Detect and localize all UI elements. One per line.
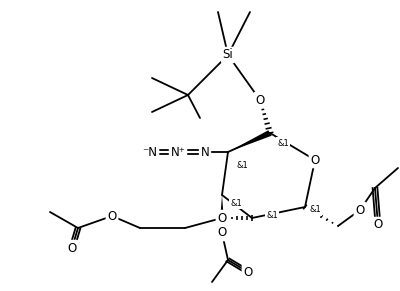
Text: O: O [355,203,365,217]
Text: ⁻N: ⁻N [142,146,158,159]
Text: O: O [310,153,320,166]
Text: N: N [201,146,209,159]
Text: O: O [67,242,77,255]
Text: O: O [373,219,383,232]
Text: O: O [255,93,265,107]
Text: N⁺: N⁺ [170,146,186,159]
Text: &1: &1 [236,161,248,169]
Text: O: O [107,210,117,223]
Polygon shape [228,130,272,152]
Text: &1: &1 [309,205,321,214]
Text: Si: Si [223,49,233,61]
Text: &1: &1 [266,210,278,219]
Text: &1: &1 [230,198,242,207]
Text: O: O [217,212,227,224]
Text: &1: &1 [277,139,289,148]
Text: O: O [217,226,227,239]
Polygon shape [219,195,225,233]
Text: O: O [243,265,253,278]
